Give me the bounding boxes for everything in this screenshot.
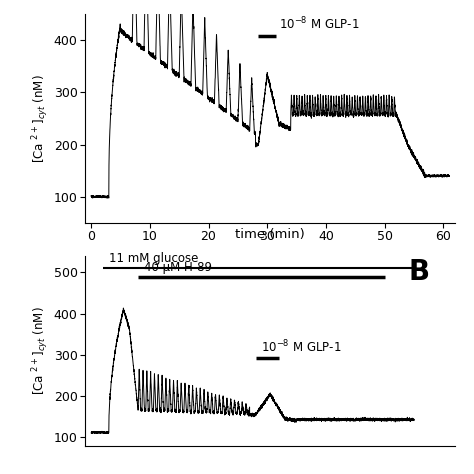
- Text: 40 μM H-89: 40 μM H-89: [144, 261, 212, 274]
- Text: $10^{-8}$ M GLP-1: $10^{-8}$ M GLP-1: [261, 338, 342, 355]
- Text: B: B: [408, 258, 429, 286]
- Text: time (min): time (min): [235, 228, 305, 241]
- Y-axis label: [Ca $^{2+}$]$_{cyt}$ (nM): [Ca $^{2+}$]$_{cyt}$ (nM): [30, 306, 51, 395]
- Text: 11 mM glucose: 11 mM glucose: [109, 252, 198, 265]
- Y-axis label: [Ca $^{2+}$]$_{cyt}$ (nM): [Ca $^{2+}$]$_{cyt}$ (nM): [30, 74, 51, 163]
- Text: $10^{-8}$ M GLP-1: $10^{-8}$ M GLP-1: [279, 16, 359, 33]
